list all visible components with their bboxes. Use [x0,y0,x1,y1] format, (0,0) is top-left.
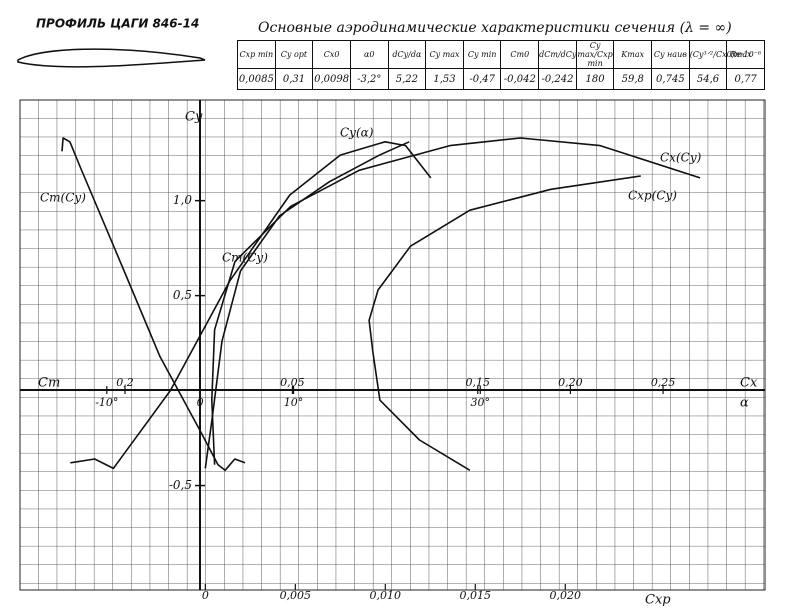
table-cell: 0,31 [274,68,314,90]
table-cell: (Cy³ᐟ²/Cx0)max [688,40,752,69]
table-cell: 0,745 [651,68,690,90]
table-row: 0,0085 0,31 0,0098 -3,2° 5,22 1,53 -0,47 -0,042… [237,68,765,90]
table-title: Основные аэродинамические характеристики… [258,20,732,36]
y-axis-label: Cy [185,110,203,125]
curve [61,137,246,472]
airfoil [17,48,206,68]
x-tick-label: 0,15 [465,376,490,389]
table-cell: Cy opt [274,40,314,69]
x-axis-label: Cm [38,376,60,391]
x-tick-label: 0,05 [280,376,305,389]
x-axis-label: α [740,396,749,411]
curve-label: Cm(Cy) [222,251,268,265]
y-tick-label: 0,5 [173,288,192,302]
table-cell: -0,042 [500,68,540,90]
table-cell: dCy/dα [387,40,427,69]
curve-label: Cm(Cy) [40,191,86,205]
x-tick-label: 10° [284,396,304,409]
x-axis-label: Cx [740,376,758,391]
x-tick-label: 0,010 [370,589,402,602]
curve [211,137,701,465]
table-cell: Cxp min [237,40,276,69]
curve [368,175,641,471]
table-cell: 0,0085 [237,68,276,90]
table-cell: 54,6 [688,68,728,90]
table-cell: Kmax [613,40,653,69]
table-cell: 5,22 [387,68,427,90]
table-cell: Re·10⁻⁶ [726,40,765,69]
x-tick-label: 0,20 [558,376,583,389]
parameter-table: Cxp min Cy opt Cx0 α0 dCy/dα Cy max Cy min Cm0 d… [237,40,765,90]
curve-label: Cx(Cy) [660,151,702,165]
x-tick-label: 0,005 [280,589,312,602]
table-cell: 0,0098 [312,68,351,90]
x-tick-label: 0,020 [550,589,582,602]
table-cell: Cy min [462,40,502,69]
table-cell: dCm/dCy [538,40,577,69]
x-tick-label: 0 [197,396,204,409]
x-tick-label: -10° [95,396,118,409]
y-tick-label: 1,0 [173,193,192,207]
curve-label: Cxp(Cy) [628,189,677,203]
table-cell: Cy max [425,40,464,69]
table-cell: -3,2° [349,68,389,90]
profile-title: ПРОФИЛЬ ЦАГИ 846-14 [36,17,199,31]
table-cell: Cx0 [312,40,351,69]
table-cell: Cy наив [651,40,690,69]
x-tick-label: 30° [471,396,491,409]
table-cell: Cm0 [500,40,540,69]
x-tick-label: 0,2 [116,376,134,389]
curve [204,141,410,469]
table-cell: Cy max/Cxp min [575,40,615,69]
table-cell: α0 [349,40,389,69]
table-cell: 180 [575,68,615,90]
y-tick-label: -0,5 [169,478,192,492]
table-cell: -0,47 [462,68,502,90]
table-cell: 59,8 [613,68,653,90]
x-tick-label: 0 [202,589,209,602]
x-tick-label: 0,015 [460,589,492,602]
table-row: Cxp min Cy opt Cx0 α0 dCy/dα Cy max Cy min Cm0 d… [237,40,765,69]
curve-label: Cy(α) [340,126,374,140]
table-cell: 0,77 [726,68,765,90]
x-axis-label: Cxp [645,593,671,608]
x-tick-label: 0,25 [651,376,676,389]
table-cell: 1,53 [425,68,464,90]
plot-grid [19,99,766,591]
table-cell: -0,242 [538,68,577,90]
